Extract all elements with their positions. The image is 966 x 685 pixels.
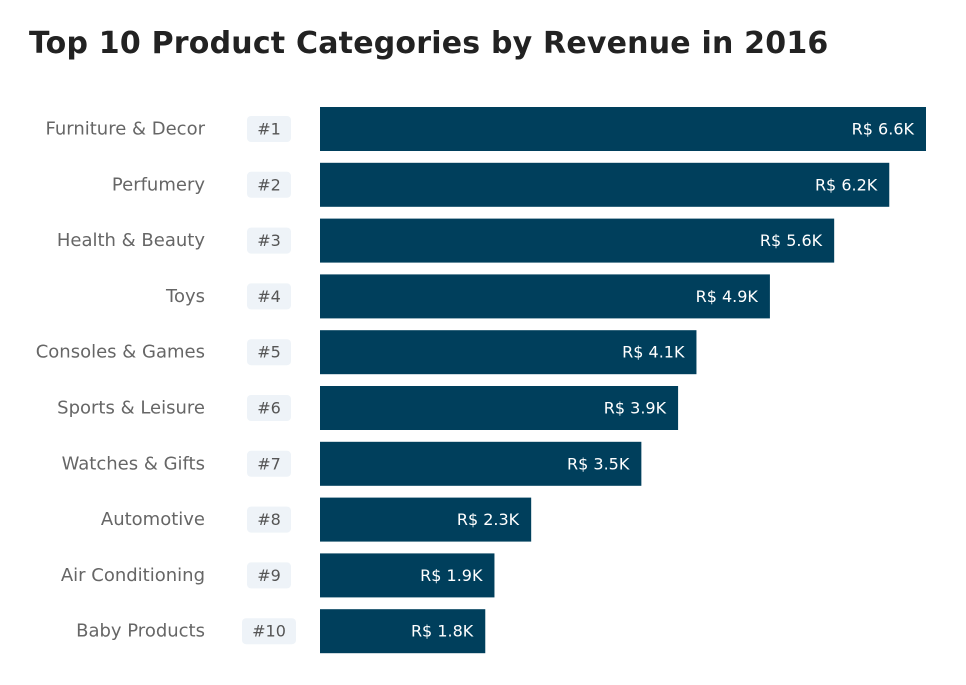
category-label: Watches & Gifts [62,453,205,474]
rank-badge [247,171,291,198]
category-label: Furniture & Decor [45,119,205,140]
rank-label: #3 [257,231,281,250]
value-label: R$ 4.9K [696,287,759,306]
bar [320,330,697,375]
category-label: Automotive [101,509,205,530]
bar [320,441,642,486]
category-label: Consoles & Games [36,342,205,363]
rank-badge [247,450,291,477]
rank-label: #1 [257,120,281,139]
rank-label: #2 [257,175,281,194]
rank-badge [247,395,291,421]
bar [320,497,532,542]
value-label: R$ 6.2K [815,175,878,194]
rank-label: #4 [257,287,281,306]
rank-badge [247,283,291,310]
rank-label: #9 [257,566,281,585]
rank-badge [247,227,291,254]
rank-label: #8 [257,510,281,529]
value-label: R$ 5.6K [760,231,823,250]
rank-label: #6 [257,399,281,418]
value-label: R$ 1.8K [411,622,474,641]
bar [320,386,679,430]
value-label: R$ 4.1K [622,343,685,362]
category-label: Air Conditioning [61,565,205,586]
category-label: Toys [165,286,205,307]
bar [320,162,890,207]
category-label: Health & Beauty [57,230,206,251]
rank-label: #5 [257,343,281,362]
bar [320,609,486,654]
rank-badge [247,116,291,142]
rank-label: #7 [257,454,281,473]
value-label: R$ 1.9K [420,566,483,585]
category-label: Sports & Leisure [57,398,205,419]
value-label: R$ 6.6K [852,120,915,139]
category-label: Perfumery [112,174,205,195]
bar [320,218,835,263]
rank-badge [247,562,291,589]
bar [320,274,770,319]
value-label: R$ 2.3K [457,510,520,529]
rank-badge [247,506,291,533]
value-label: R$ 3.9K [604,399,667,418]
category-label: Baby Products [76,621,205,642]
rank-badge [242,618,296,645]
value-label: R$ 3.5K [567,454,630,473]
bar [320,107,926,151]
bar [320,553,495,598]
rank-label: #10 [252,622,286,641]
rank-badge [247,339,291,366]
chart-title: Top 10 Product Categories by Revenue in … [29,26,829,61]
